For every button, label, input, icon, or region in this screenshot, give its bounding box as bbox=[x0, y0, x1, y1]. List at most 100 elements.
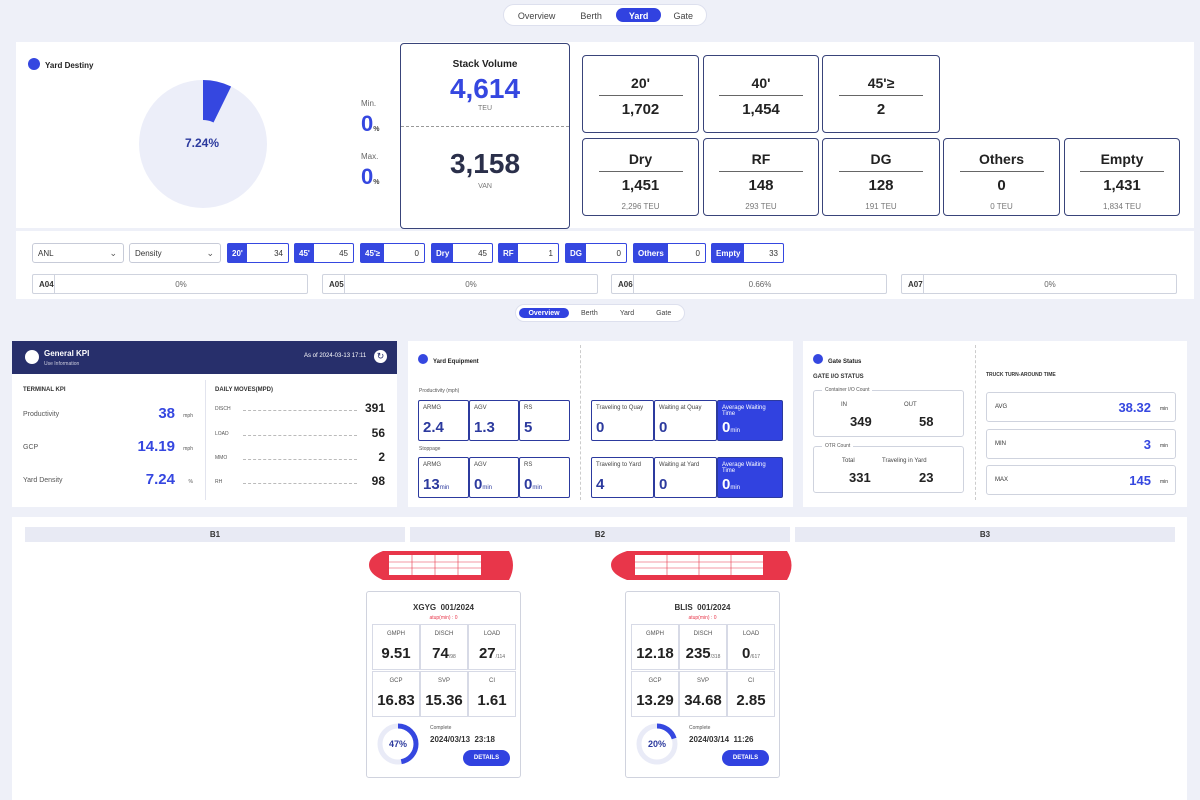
ship-icon bbox=[611, 551, 792, 580]
type-box-rf: RF 148 293 TEU bbox=[703, 138, 819, 216]
gate-divider bbox=[975, 345, 976, 500]
filter-chip-20[interactable]: 20' 34 bbox=[227, 243, 289, 263]
metric-load: LOAD 0/617 bbox=[727, 624, 775, 670]
metric-select[interactable]: Density ⌄ bbox=[129, 243, 221, 263]
metric-disch: DISCH 74/98 bbox=[420, 624, 468, 670]
refresh-icon[interactable]: ↻ bbox=[374, 350, 387, 363]
kpi-yard-density: Yard Density 7.24% bbox=[23, 471, 193, 488]
details-button[interactable]: DETAILS bbox=[463, 750, 510, 766]
details-button[interactable]: DETAILS bbox=[722, 750, 769, 766]
tat-min: MIN 3 min bbox=[986, 429, 1176, 459]
yard-destiny-title: Yard Destiny bbox=[28, 55, 93, 73]
mid-tab-berth[interactable]: Berth bbox=[581, 310, 598, 317]
min-label: Min. bbox=[361, 99, 377, 108]
equipment-icon bbox=[418, 353, 428, 364]
carrier-select[interactable]: ANL ⌄ bbox=[32, 243, 124, 263]
kpi-productivity: Productivity 38 mph bbox=[23, 405, 193, 422]
stop-agv: AGV 0min bbox=[469, 457, 519, 498]
type-box-others: Others 0 0 TEU bbox=[943, 138, 1060, 216]
metric-svp: SVP 15.36 bbox=[420, 671, 468, 717]
berth-panel bbox=[12, 517, 1187, 800]
stop-armg: ARMG 13min bbox=[418, 457, 469, 498]
stoppage-label: Stoppage bbox=[419, 446, 441, 452]
filter-chip-dry[interactable]: Dry 45 bbox=[431, 243, 493, 263]
size-box-20: 20' 1,702 bbox=[582, 55, 699, 133]
filter-chip-others[interactable]: Others 0 bbox=[633, 243, 706, 263]
size-box-45: 45'≥ 2 bbox=[822, 55, 940, 133]
prod-armg: ARMG 2.4 bbox=[418, 400, 469, 441]
metric-disch: DISCH 235/318 bbox=[679, 624, 727, 670]
terminal-kpi-title: TERMINAL KPI bbox=[23, 387, 66, 393]
size-box-40: 40' 1,454 bbox=[703, 55, 819, 133]
metric-svp: SVP 34.68 bbox=[679, 671, 727, 717]
top-tab-overview[interactable]: Overview bbox=[517, 11, 556, 21]
type-box-dry: Dry 1,451 2,296 TEU bbox=[582, 138, 699, 216]
tat-avg: AVG 38.32 min bbox=[986, 392, 1176, 422]
mid-tab-overview[interactable]: Overview bbox=[519, 308, 570, 318]
gate-io-title: GATE I/O STATUS bbox=[813, 374, 864, 380]
complete-date: 2024/03/13 23:18 bbox=[430, 735, 495, 744]
chevron-down-icon: ⌄ bbox=[206, 248, 214, 258]
top-tab-berth[interactable]: Berth bbox=[580, 11, 602, 21]
yard-density-pct: 7.24% bbox=[184, 136, 220, 150]
stack-van-unit: VAN bbox=[478, 183, 492, 190]
general-kpi-header: General KPI Use Information As of 2024-0… bbox=[12, 341, 397, 374]
progress-ring bbox=[377, 723, 419, 765]
complete-label: Complete bbox=[430, 725, 452, 731]
max-label: Max. bbox=[361, 152, 379, 161]
kpi-gcp: GCP 14.19 mph bbox=[23, 438, 193, 455]
yard-avg-wait: Average Waiting Time 0min bbox=[717, 457, 783, 498]
type-box-empty: Empty 1,431 1,834 TEU bbox=[1064, 138, 1180, 216]
vessel-name: XGYG 001/2024 bbox=[413, 603, 474, 612]
chevron-down-icon: ⌄ bbox=[109, 248, 117, 258]
tat-title: TRUCK TURN-AROUND TIME bbox=[986, 372, 1056, 378]
quay-avg-wait: Average Waiting Time 0min bbox=[717, 400, 783, 441]
vessel-alert: atup(min) : 0 bbox=[429, 615, 458, 621]
filter-chip-45ge[interactable]: 45'≥ 0 bbox=[360, 243, 425, 263]
filter-chip-dg[interactable]: DG 0 bbox=[565, 243, 627, 263]
filter-chip-45[interactable]: 45' 45 bbox=[294, 243, 354, 263]
gate-status-title: Gate Status bbox=[813, 350, 861, 368]
prod-rs: RS 5 bbox=[519, 400, 570, 441]
mid-tab-yard[interactable]: Yard bbox=[619, 310, 635, 317]
stack-van-value: 3,158 bbox=[449, 148, 521, 179]
yard-density-pie bbox=[139, 80, 267, 208]
yard-traveling: Traveling to Yard 4 bbox=[591, 457, 654, 498]
metric-gcp: GCP 16.83 bbox=[372, 671, 420, 717]
prod-agv: AGV 1.3 bbox=[469, 400, 519, 441]
metric-ci: CI 2.85 bbox=[727, 671, 775, 717]
block-a06[interactable]: A06 0.66% bbox=[611, 274, 887, 294]
vessel-name: BLIS 001/2024 bbox=[674, 603, 731, 612]
vessel-card-xgyg[interactable]: XGYG 001/2024 atup(min) : 0 GMPH 9.51 DIS… bbox=[366, 591, 521, 778]
general-kpi-title: General KPI bbox=[44, 349, 90, 358]
min-value: 0% bbox=[361, 111, 380, 136]
berth-b1-header: B1 bbox=[25, 527, 405, 542]
vessel-alert: atup(min) : 0 bbox=[688, 615, 717, 621]
yard-icon bbox=[28, 57, 40, 70]
top-tab-gate[interactable]: Gate bbox=[673, 11, 693, 21]
metric-gmph: GMPH 12.18 bbox=[631, 624, 679, 670]
progress-ring bbox=[636, 723, 678, 765]
filter-chip-empty[interactable]: Empty 33 bbox=[711, 243, 784, 263]
mid-tab-gate[interactable]: Gate bbox=[656, 310, 672, 317]
stack-volume-box: Stack Volume 4,614 TEU 3,158 VAN bbox=[400, 43, 570, 229]
user-icon bbox=[25, 350, 39, 364]
general-kpi-subtitle: Use Information bbox=[44, 361, 80, 367]
block-a07[interactable]: A07 0% bbox=[901, 274, 1177, 294]
stack-teu-value: 4,614 bbox=[449, 73, 521, 104]
stack-volume-title: Stack Volume bbox=[452, 59, 518, 70]
vessel-card-blis[interactable]: BLIS 001/2024 atup(min) : 0 GMPH 12.18 DI… bbox=[625, 591, 780, 778]
block-a05[interactable]: A05 0% bbox=[322, 274, 598, 294]
productivity-label: Productivity (mph) bbox=[419, 388, 460, 394]
progress-pct: 47% bbox=[388, 739, 407, 749]
block-a04[interactable]: A04 0% bbox=[32, 274, 308, 294]
filter-chip-rf[interactable]: RF 1 bbox=[498, 243, 559, 263]
top-tab-yard[interactable]: Yard bbox=[615, 8, 662, 22]
tat-max: MAX 145 min bbox=[986, 465, 1176, 495]
asof-time: As of 2024-03-13 17:11 bbox=[304, 353, 367, 359]
ship-icon bbox=[369, 551, 513, 580]
quay-waiting: Waiting at Quay 0 bbox=[654, 400, 717, 441]
kpi-divider bbox=[205, 380, 206, 500]
yard-waiting: Waiting at Yard 0 bbox=[654, 457, 717, 498]
complete-date: 2024/03/14 11:26 bbox=[689, 735, 754, 744]
